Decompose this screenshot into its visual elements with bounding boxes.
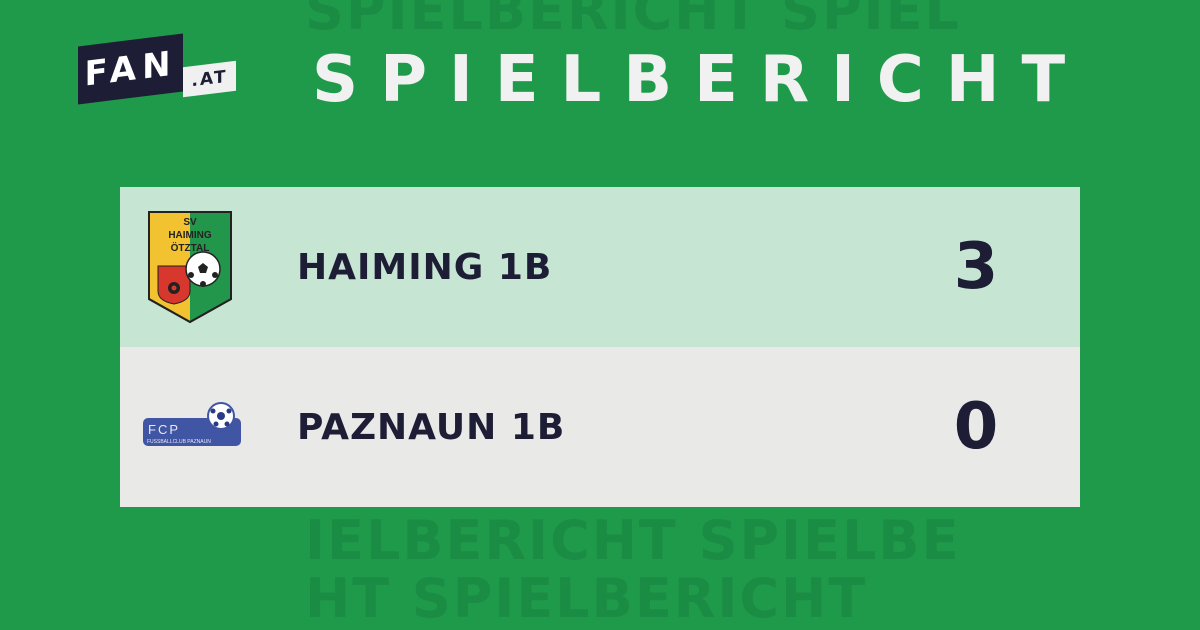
home-team-name: HAIMING 1B xyxy=(297,246,553,288)
watermark-line: HT SPIELBERICHT xyxy=(305,567,868,630)
away-team-row: FCP FUSSBALLCLUB PAZNAUN PAZNAUN 1B 0 xyxy=(120,347,1080,507)
paznaun-crest-icon: FCP FUSSBALLCLUB PAZNAUN xyxy=(143,402,241,446)
away-score: 0 xyxy=(953,390,999,464)
haiming-crest-icon: SV HAIMING ÖTZTAL xyxy=(148,211,232,324)
scoreboard: SV HAIMING ÖTZTAL HAIMING 1B 3 FCP FUSSB… xyxy=(120,187,1080,507)
svg-text:ÖTZTAL: ÖTZTAL xyxy=(171,241,210,254)
svg-text:HAIMING: HAIMING xyxy=(168,230,212,241)
away-team-name: PAZNAUN 1B xyxy=(297,406,566,448)
svg-text:FUSSBALLCLUB PAZNAUN: FUSSBALLCLUB PAZNAUN xyxy=(147,439,211,445)
watermark-line: SPIELBERICHT SPIEL xyxy=(305,0,961,42)
svg-text:SV: SV xyxy=(183,217,197,228)
home-score: 3 xyxy=(953,230,999,304)
svg-text:FCP: FCP xyxy=(148,422,180,437)
home-team-row: SV HAIMING ÖTZTAL HAIMING 1B 3 xyxy=(120,187,1080,347)
page-title: SPIELBERICHT xyxy=(312,43,1088,117)
watermark-line: IELBERICHT SPIELBE xyxy=(305,509,961,572)
